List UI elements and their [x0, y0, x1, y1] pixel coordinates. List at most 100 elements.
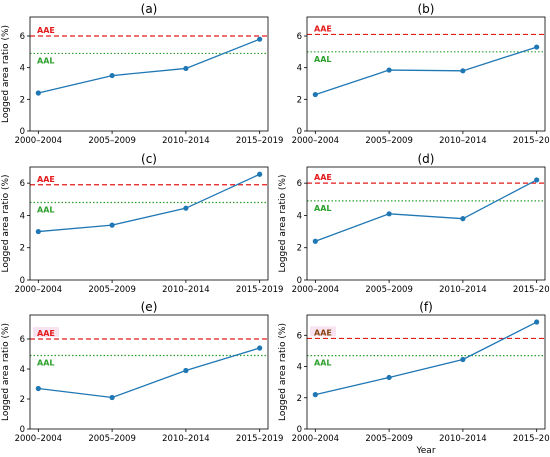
x-tick-label: 2010–2014	[439, 136, 487, 146]
aal-label: AAL	[37, 359, 54, 368]
data-point	[183, 65, 189, 72]
panel-c: (c) AAE AAL 0 2 4 6 2000–2004 2005–2009 2010–2014…	[1, 152, 283, 295]
aae-label: AAE	[37, 175, 55, 184]
y-tick-label: 6	[20, 32, 25, 42]
y-tick-label: 6	[20, 179, 25, 189]
panel-title: (f)	[419, 300, 433, 314]
series-line	[315, 46, 537, 96]
panel-b: (b) AAE AAL 0 2 4 6 2000–2004 2005–2009 2010–2014…	[292, 2, 550, 146]
panel-title: (a)	[141, 2, 158, 16]
x-tick-label: 2000–2004	[292, 434, 340, 444]
data-point	[109, 394, 115, 401]
y-tick-label: 4	[20, 211, 25, 221]
x-tick-label: 2005–2009	[88, 136, 136, 146]
data-point	[312, 238, 318, 244]
panel-title: (e)	[141, 300, 158, 314]
x-tick-label: 2005–2009	[88, 285, 136, 295]
y-tick-label: 4	[20, 64, 25, 74]
data-point	[109, 72, 115, 79]
y-tick-label: 0	[297, 425, 302, 435]
data-point	[35, 228, 41, 235]
data-point	[312, 91, 318, 98]
data-point	[534, 319, 540, 325]
x-tick-label: 2010–2014	[162, 136, 210, 146]
y-tick-label: 6	[20, 335, 25, 345]
data-point	[534, 44, 540, 50]
aal-label: AAL	[314, 359, 331, 368]
x-tick-label: 2000–2004	[292, 285, 340, 295]
y-tick-label: 2	[297, 394, 302, 404]
data-point	[386, 374, 392, 381]
y-tick-label: 2	[297, 244, 302, 254]
data-point	[257, 36, 263, 42]
aal-label: AAL	[37, 56, 54, 65]
y-axis-label: Logged area ratio (%)	[278, 323, 288, 421]
x-tick-label: 2005–2009	[365, 136, 413, 146]
y-tick-label: 4	[297, 211, 302, 221]
y-tick-label: 2	[20, 395, 25, 405]
x-axis-label: Year	[415, 446, 435, 456]
x-tick-label: 2005–2009	[365, 434, 413, 444]
y-tick-label: 4	[20, 365, 25, 375]
aae-label: AAE	[314, 328, 332, 337]
x-tick-label: 2015–2019	[513, 285, 550, 295]
x-tick-label: 2010–2014	[162, 285, 210, 295]
y-tick-label: 0	[20, 276, 25, 286]
y-tick-label: 0	[20, 127, 25, 137]
x-tick-label: 2005–2009	[88, 434, 136, 444]
y-tick-label: 0	[297, 127, 302, 137]
y-tick-label: 6	[297, 331, 302, 341]
data-point	[183, 367, 189, 374]
aae-label-badge	[33, 327, 59, 337]
y-tick-label: 4	[297, 64, 302, 74]
aae-label: AAE	[314, 173, 332, 182]
x-tick-label: 2000–2004	[15, 136, 63, 146]
data-point	[257, 345, 263, 351]
plot-frame	[29, 166, 269, 281]
y-tick-label: 0	[297, 276, 302, 286]
y-tick-label: 0	[20, 425, 25, 435]
data-point	[534, 177, 540, 183]
data-point	[386, 211, 392, 217]
x-tick-label: 2015–2019	[236, 434, 284, 444]
y-axis-label: Logged area ratio (%)	[1, 25, 11, 123]
plot-frame	[29, 16, 269, 132]
aal-label: AAL	[314, 204, 331, 213]
data-point	[460, 216, 466, 222]
panel-e: (e) AAE AAL 0 2 4 6 2000–2004 2005–2009 2010–2014…	[1, 300, 283, 444]
y-tick-label: 4	[297, 363, 302, 373]
plot-frame	[29, 314, 269, 430]
panel-title: (b)	[418, 2, 435, 16]
x-tick-label: 2010–2014	[439, 285, 487, 295]
data-point	[386, 67, 392, 73]
y-axis-label: Logged area ratio (%)	[1, 174, 11, 272]
x-tick-label: 2000–2004	[15, 285, 63, 295]
y-tick-label: 6	[297, 32, 302, 42]
series-line	[38, 347, 260, 399]
x-tick-label: 2015–2019	[513, 434, 550, 444]
plot-frame	[306, 314, 546, 430]
data-point	[312, 392, 318, 398]
y-tick-label: 2	[297, 95, 302, 105]
panel-title: (d)	[418, 152, 435, 166]
panel-d: (d) AAE AAL 0 2 4 6 2000–2004 2005–2009 2010–2014…	[278, 152, 550, 295]
aae-label-badge	[310, 326, 336, 337]
x-tick-label: 2000–2004	[15, 434, 63, 444]
y-tick-label: 2	[20, 95, 25, 105]
aae-label: AAE	[37, 329, 55, 338]
series-line	[315, 179, 537, 242]
plot-frame	[306, 16, 546, 132]
x-tick-label: 2010–2014	[162, 434, 210, 444]
panel-a: (a) AAE AAL 0 2 4 6 2000–2004 2005–2009 2010–2014…	[1, 2, 283, 146]
data-point	[257, 171, 263, 177]
plot-frame	[306, 166, 546, 281]
x-tick-label: 2015–2019	[236, 136, 284, 146]
y-axis-label: Logged area ratio (%)	[278, 174, 288, 272]
data-point	[460, 68, 466, 74]
data-point	[109, 222, 115, 228]
data-point	[35, 90, 41, 96]
aae-label: AAE	[314, 24, 332, 33]
aal-label: AAL	[314, 55, 331, 64]
x-tick-label: 2005–2009	[365, 285, 413, 295]
x-tick-label: 2015–2019	[236, 285, 284, 295]
